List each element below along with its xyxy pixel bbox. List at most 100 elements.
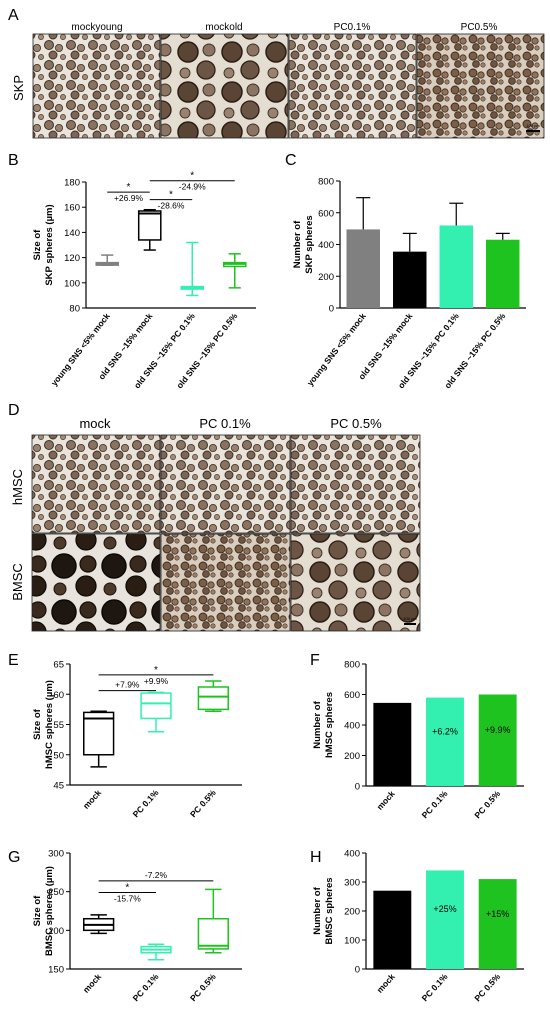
x-category-label: PC 0.5% [188,971,218,1003]
panel-d-col-label-2: PC 0.1% [199,416,251,431]
percent-change-label: -24.9% [179,182,206,192]
y-axis-label: Size of [32,229,43,260]
y-axis-label: Size of [32,708,43,739]
y-tick-label: 200 [344,751,360,762]
y-tick-label: 0 [355,965,360,976]
chart-b-skp-size: 80 100 120 140 160 180 Size of SKP spheres (µm)… [32,171,256,390]
x-category-label: PC 0.5% [188,787,218,819]
y-tick-label: 600 [318,208,334,219]
y-tick-label: 800 [344,660,360,671]
panel-letter-c: C [285,152,297,169]
x-category-label: PC 0.1% [420,971,450,1003]
panel-letter-b: B [8,152,19,169]
percent-change-label: +7.9% [115,680,140,690]
chart-g-bmsc-size: 150 200 250 300 Size of BMSC spheres (µm) mock… [32,849,242,1003]
panel-a-col-label-3: PC0.1% [334,22,371,33]
bar [439,225,473,308]
bar [426,870,464,969]
panel-a-col-label-1: mockyoung [71,22,122,33]
y-tick-label: 400 [318,240,334,251]
bar [346,229,380,308]
y-axis-label: Number of [312,886,323,934]
box-iqr [140,692,172,720]
significance-star: * [127,182,131,193]
x-category-label: PC 0.5% [472,971,502,1003]
micrograph-skp-pc01 [288,33,417,139]
y-tick-label: 55 [53,720,64,731]
x-category-label: PC 0.1% [420,788,450,820]
panel-d-col-label-1: mock [79,416,111,431]
panel-letter-a: A [8,7,19,24]
panel-a-col-label-2: mockold [205,22,242,33]
x-category-label: PC 0.1% [131,971,161,1003]
bar [393,251,427,308]
micrograph-bmsc-pc05 [290,533,421,632]
panel-letter-f: F [310,652,320,669]
y-axis-label: hMSC spheres (µm) [44,680,55,769]
box-iqr [137,210,162,241]
significance-star: * [190,171,194,182]
y-axis-label: SKP spheres [304,215,315,273]
box-iqr [197,917,229,950]
micrograph-hmsc-mock [31,434,161,534]
percent-change-label: +26.9% [114,193,144,203]
y-axis-label: BMSC spheres (µm) [44,866,55,956]
bar-data-label: +9.9% [485,725,511,735]
bar-data-label: +6.2% [432,727,458,737]
percent-change-label: -28.6% [158,201,185,211]
y-axis-label: hMSC spheres [324,692,335,758]
panel-d-row-label-1: hMSC [10,469,25,505]
y-tick-label: 600 [344,690,360,701]
y-tick-label: 800 [318,177,334,188]
y-tick-label: 60 [53,690,64,701]
bar [373,890,412,969]
chart-e-hmsc-size: 45 50 55 60 65 Size of hMSC spheres (µm) mock PC… [32,660,242,819]
micrograph-skp-mockyoung [32,33,161,139]
y-axis-label: Size of [32,895,43,926]
significance-star: * [125,882,129,893]
scale-bar-a-label: 100 µm [526,123,540,128]
x-category-label: PC 0.5% [472,788,502,820]
panel-letter-h: H [310,849,322,866]
panel-letter-e: E [8,652,19,669]
y-tick-label: 140 [64,228,80,239]
y-axis-label: SKP spheres (µm) [44,204,55,285]
micrograph-hmsc-pc01 [160,434,291,534]
micrograph-skp-pc05 [416,33,545,139]
x-category-label: PC 0.1% [131,787,161,819]
y-tick-label: 50 [53,750,64,761]
bar [478,694,517,786]
y-tick-label: 200 [318,272,334,283]
panel-d-col-label-3: PC 0.5% [330,416,382,431]
bar [486,239,520,308]
y-tick-label: 180 [64,178,80,189]
bar-data-label: +25% [433,904,456,914]
chart-h-bmsc-number: 0 100 200 300 400 Number of BMSC spheres mock PC… [312,849,524,1003]
y-tick-label: 0 [329,304,334,315]
y-tick-label: 300 [48,849,64,860]
y-tick-label: 250 [48,887,64,898]
percent-change-label: -15.7% [114,893,141,903]
significance-star: * [154,665,158,676]
y-axis-label: BMSC spheres [324,877,335,944]
y-axis-label: Number of [292,220,303,268]
y-tick-label: 0 [355,782,360,793]
bar [478,879,517,969]
x-category-label: mock [375,788,397,811]
y-tick-label: 200 [344,907,360,918]
percent-change-label: -7.2% [145,870,168,880]
y-tick-label: 160 [64,203,80,214]
x-category-label: mock [81,787,103,810]
bar [373,702,412,786]
percent-change-label: +9.9% [144,676,169,686]
y-tick-label: 80 [69,304,80,315]
y-tick-label: 400 [344,849,360,860]
y-tick-label: 100 [64,278,80,289]
micrograph-bmsc-pc01 [160,533,291,632]
box-iqr [197,686,229,711]
x-category-label: mock [81,971,103,994]
panel-a-col-label-4: PC0.5% [461,22,498,33]
micrograph-skp-mockold [160,33,289,139]
panel-letter-d: D [8,402,20,419]
y-tick-label: 200 [48,926,64,937]
